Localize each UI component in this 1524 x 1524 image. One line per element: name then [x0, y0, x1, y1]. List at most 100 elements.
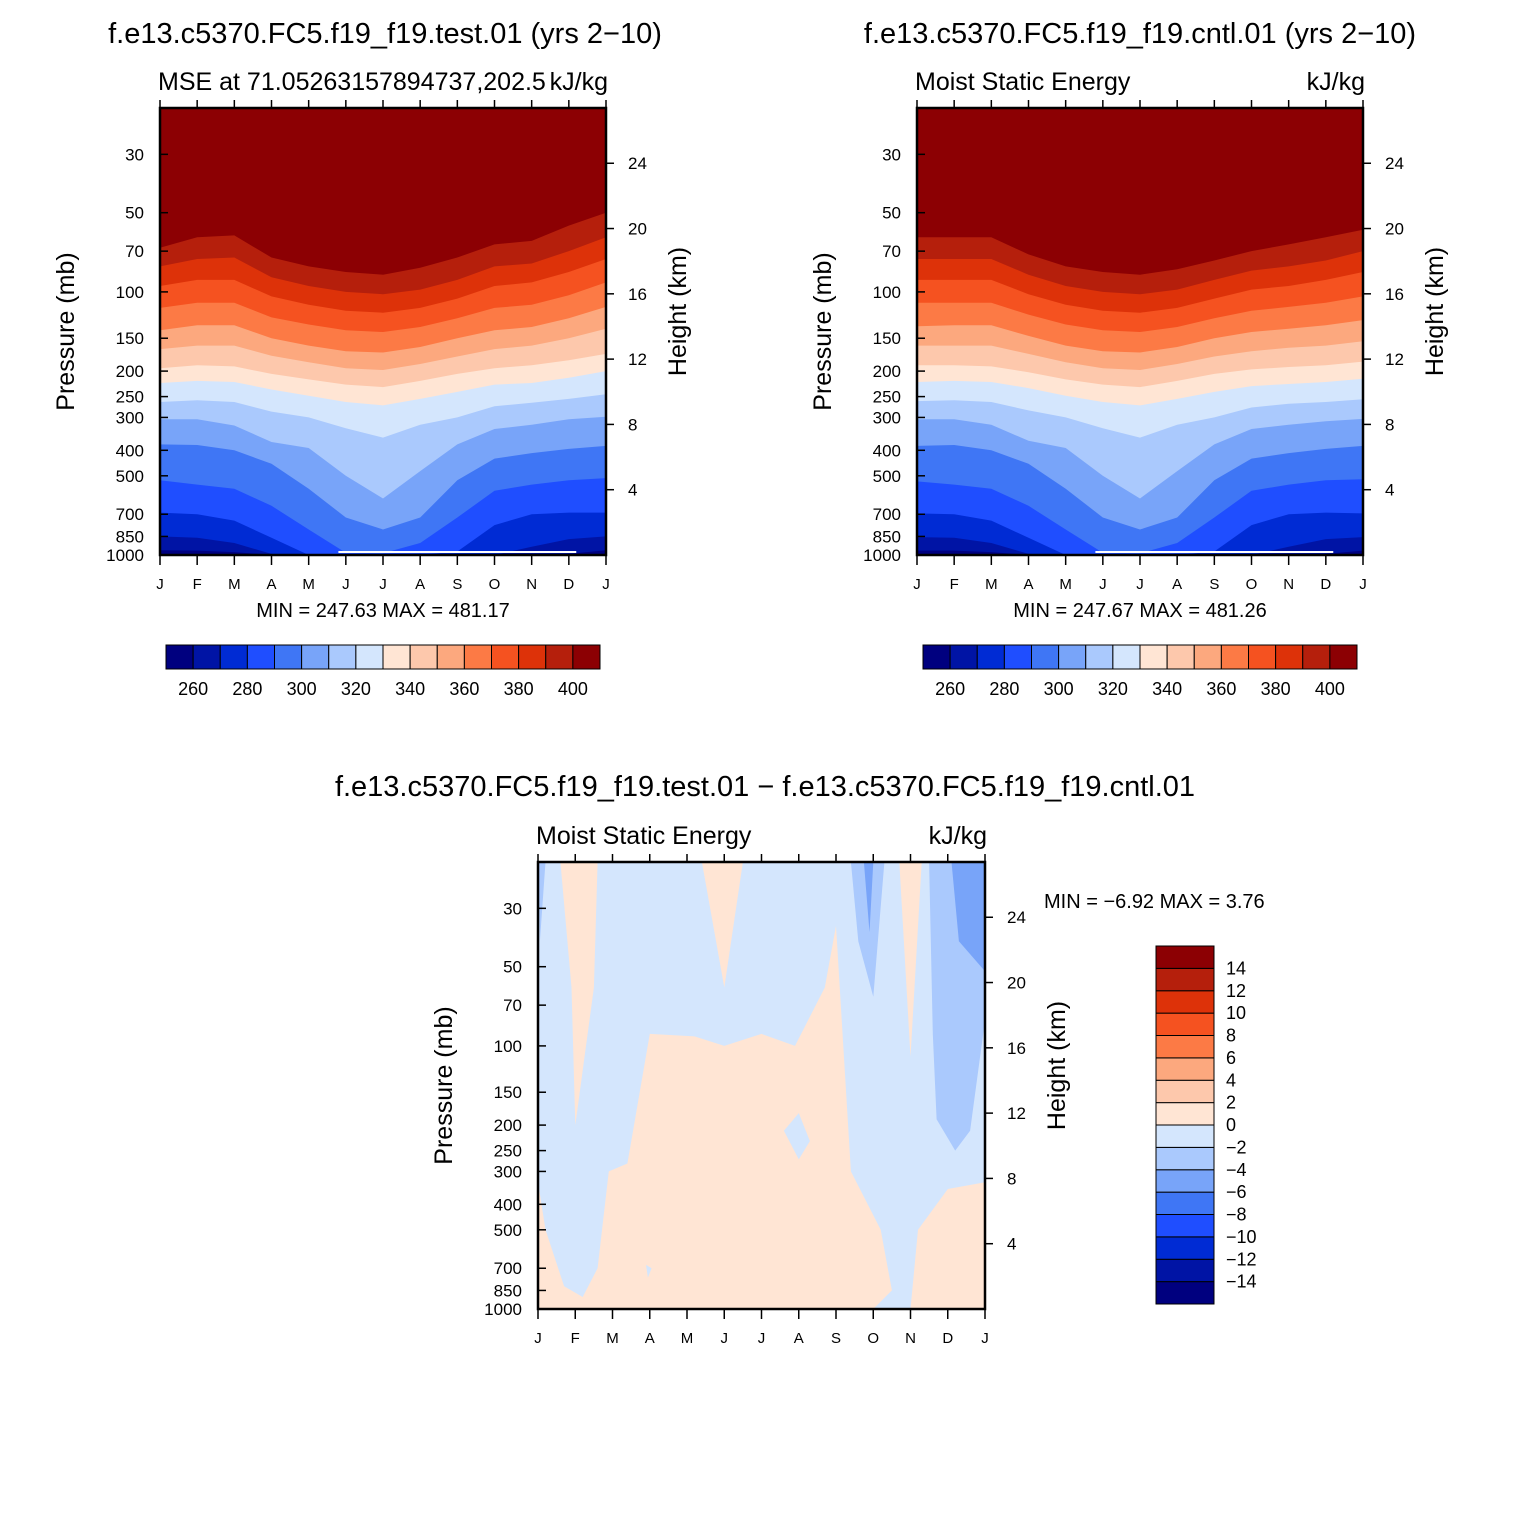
diff-ytick-label: 500	[494, 1221, 522, 1240]
cntl-colorbar-swatch	[1112, 644, 1141, 670]
test-ytick-label: 400	[116, 441, 144, 460]
cntl-y2tick-label: 16	[1385, 285, 1404, 304]
cntl-ytick-label: 250	[873, 388, 901, 407]
panel-test: 3050701001502002503004005007008501000242…	[52, 68, 692, 699]
test-colorbar-swatch	[382, 644, 411, 670]
test-colorbar-swatch	[219, 644, 248, 670]
cntl-colorbar-swatch	[1275, 644, 1304, 670]
diff-colorbar-swatch	[1155, 990, 1215, 1014]
diff-colorbar-label: −4	[1226, 1160, 1247, 1180]
cntl-y2tick-label: 20	[1385, 220, 1404, 239]
cntl-colorbar-label: 340	[1152, 679, 1182, 699]
cntl-y2label: Height (km)	[1421, 247, 1449, 376]
diff-colorbar-swatch	[1155, 1012, 1215, 1036]
cntl-colorbar-swatch	[1058, 644, 1087, 670]
test-xtick-label: F	[193, 576, 202, 593]
diff-colorbar-label: 0	[1226, 1115, 1236, 1135]
diff-ytick-label: 100	[494, 1037, 522, 1056]
diff-y2tick-label: 4	[1007, 1235, 1016, 1254]
cntl-xtick-label: D	[1320, 576, 1331, 593]
diff-region	[538, 925, 892, 1309]
diff-y2tick-label: 8	[1007, 1169, 1016, 1188]
title-difference: f.e13.c5370.FC5.f19_f19.test.01 − f.e13.…	[335, 771, 1195, 803]
diff-colorbar-label: −8	[1226, 1205, 1247, 1225]
panel-cntl: 3050701001502002503004005007008501000242…	[809, 68, 1449, 699]
test-colorbar-swatch	[545, 644, 574, 670]
diff-colorbar-swatch	[1155, 1236, 1215, 1260]
test-colorbar-swatch	[491, 644, 520, 670]
cntl-ytick-label: 500	[873, 467, 901, 486]
test-xtick-label: A	[415, 576, 425, 593]
diff-xtick-label: D	[942, 1330, 953, 1347]
diff-colorbar-label: −6	[1226, 1182, 1247, 1202]
test-xtick-label: J	[602, 576, 610, 593]
diff-ytick-label: 30	[503, 899, 522, 918]
test-xtick-label: J	[379, 576, 387, 593]
test-contour-fill	[160, 108, 606, 555]
diff-colorbar-label: −2	[1226, 1137, 1247, 1157]
test-colorbar-label: 400	[558, 679, 588, 699]
cntl-ylabel: Pressure (mb)	[809, 252, 837, 410]
diff-ytick-label: 850	[494, 1281, 522, 1300]
test-xtick-label: M	[302, 576, 315, 593]
test-colorbar-label: 360	[449, 679, 479, 699]
cntl-ytick-label: 150	[873, 329, 901, 348]
cntl-colorbar-label: 380	[1261, 679, 1291, 699]
cntl-colorbar-swatch	[1248, 644, 1277, 670]
cntl-colorbar-swatch	[1085, 644, 1114, 670]
diff-ytick-label: 1000	[484, 1300, 522, 1319]
test-colorbar-swatch	[274, 644, 303, 670]
test-colorbar-swatch	[409, 644, 438, 670]
diff-ytick-label: 250	[494, 1142, 522, 1161]
test-title-left: MSE at 71.05263157894737,202.5	[158, 68, 546, 96]
test-colorbar-label: 260	[178, 679, 208, 699]
diff-xtick-label: J	[534, 1330, 542, 1347]
cntl-ytick-label: 400	[873, 441, 901, 460]
diff-y2tick-label: 24	[1007, 908, 1026, 927]
test-colorbar-swatch	[572, 644, 601, 670]
diff-contour-fill	[538, 862, 985, 1309]
diff-colorbar-swatch	[1155, 1281, 1215, 1305]
test-y2tick-label: 24	[628, 154, 647, 173]
test-xtick-label: N	[526, 576, 537, 593]
diff-colorbar-swatch	[1155, 1214, 1215, 1238]
cntl-minmax-label: MIN = 247.67 MAX = 481.26	[1013, 600, 1267, 622]
cntl-xtick-label: M	[985, 576, 998, 593]
diff-colorbar-label: 8	[1226, 1026, 1236, 1046]
diff-xtick-label: O	[867, 1330, 879, 1347]
diff-minmax-label: MIN = −6.92 MAX = 3.76	[1044, 891, 1265, 913]
cntl-ytick-label: 200	[873, 362, 901, 381]
test-ytick-label: 500	[116, 467, 144, 486]
cntl-ytick-label: 850	[873, 527, 901, 546]
diff-xtick-label: J	[758, 1330, 766, 1347]
cntl-xtick-label: A	[1172, 576, 1182, 593]
cntl-colorbar-label: 280	[989, 679, 1019, 699]
cntl-title-right: kJ/kg	[1307, 68, 1365, 96]
test-ytick-label: 100	[116, 283, 144, 302]
cntl-ytick-label: 30	[882, 145, 901, 164]
test-xtick-label: J	[156, 576, 164, 593]
cntl-colorbar: 260 280 300 320 340 360 380 400	[922, 644, 1358, 699]
cntl-colorbar-swatch	[1166, 644, 1195, 670]
test-colorbar-label: 280	[232, 679, 262, 699]
cntl-colorbar-swatch	[1003, 644, 1032, 670]
cntl-ytick-label: 70	[882, 242, 901, 261]
test-colorbar-swatch	[301, 644, 330, 670]
test-colorbar-swatch	[355, 644, 384, 670]
test-colorbar-label: 340	[395, 679, 425, 699]
cntl-ytick-label: 1000	[863, 546, 901, 565]
cntl-xtick-label: F	[950, 576, 959, 593]
cntl-colorbar-label: 360	[1206, 679, 1236, 699]
diff-region	[538, 862, 546, 942]
diff-ytick-label: 300	[494, 1162, 522, 1181]
test-ytick-label: 700	[116, 505, 144, 524]
test-ytick-label: 70	[125, 242, 144, 261]
cntl-ytick-label: 300	[873, 408, 901, 427]
cntl-band-400	[917, 108, 1363, 275]
diff-xtick-label: J	[981, 1330, 989, 1347]
test-y2tick-label: 8	[628, 415, 637, 434]
diff-xtick-label: M	[681, 1330, 694, 1347]
test-xtick-label: J	[342, 576, 350, 593]
diff-y2tick-label: 20	[1007, 974, 1026, 993]
